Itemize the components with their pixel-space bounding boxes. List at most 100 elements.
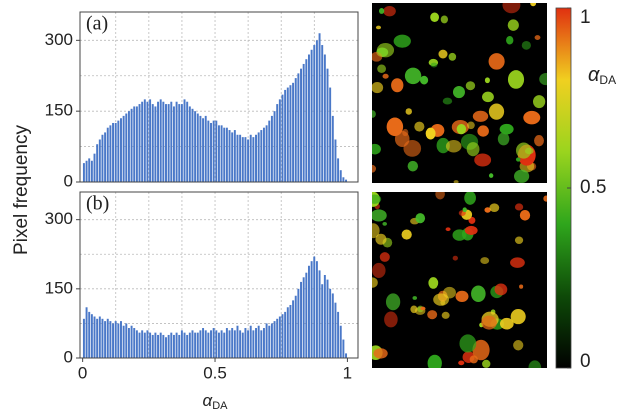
y-tick-label: 300 bbox=[45, 30, 73, 49]
cell bbox=[515, 157, 521, 162]
bar bbox=[183, 332, 186, 358]
x-label-subscript: DA bbox=[212, 400, 228, 412]
bar bbox=[194, 332, 197, 358]
bar bbox=[231, 132, 234, 182]
bar bbox=[318, 270, 321, 358]
bar bbox=[326, 279, 329, 358]
cell bbox=[533, 95, 546, 109]
bar bbox=[98, 316, 101, 358]
bar bbox=[178, 104, 181, 182]
colorbar-tick-label: 1 bbox=[580, 7, 591, 28]
bar bbox=[339, 170, 342, 182]
bar bbox=[122, 115, 125, 182]
bar bbox=[223, 332, 226, 358]
bar bbox=[339, 325, 342, 358]
bar bbox=[162, 101, 165, 182]
bar bbox=[334, 139, 337, 182]
bar bbox=[257, 132, 260, 182]
x-tick-label: 1 bbox=[343, 363, 352, 382]
bar bbox=[225, 127, 228, 182]
cell bbox=[375, 25, 382, 30]
bar bbox=[329, 87, 332, 182]
bar bbox=[82, 318, 85, 358]
bar bbox=[233, 130, 236, 182]
cell bbox=[379, 252, 390, 262]
cell bbox=[489, 203, 500, 212]
bar bbox=[101, 318, 104, 358]
bar bbox=[204, 115, 207, 182]
colorbar-label-symbol: α bbox=[588, 64, 600, 86]
cell bbox=[375, 233, 387, 245]
bar bbox=[130, 325, 133, 358]
cell bbox=[515, 142, 532, 159]
bar bbox=[260, 330, 263, 358]
colorbar-label-subscript: DA bbox=[599, 73, 616, 87]
bar bbox=[276, 318, 279, 358]
bar bbox=[143, 99, 146, 182]
bar bbox=[265, 125, 268, 182]
bar bbox=[289, 304, 292, 358]
bar bbox=[143, 332, 146, 358]
bar bbox=[307, 54, 310, 182]
bar bbox=[104, 321, 107, 358]
cell bbox=[494, 283, 508, 296]
cell bbox=[523, 110, 541, 125]
bar bbox=[305, 272, 308, 358]
cell bbox=[467, 121, 475, 130]
bar bbox=[302, 277, 305, 358]
cell bbox=[453, 180, 459, 183]
bar bbox=[120, 118, 122, 182]
bar bbox=[175, 101, 178, 182]
bar bbox=[231, 328, 234, 358]
cell bbox=[465, 81, 476, 91]
bar bbox=[270, 323, 273, 358]
bar bbox=[114, 321, 117, 358]
bar bbox=[138, 332, 141, 358]
bar bbox=[88, 311, 91, 358]
bar bbox=[217, 332, 220, 358]
bar bbox=[172, 106, 175, 182]
bar bbox=[138, 104, 141, 182]
bar bbox=[313, 45, 316, 182]
cell bbox=[507, 19, 519, 31]
cell bbox=[502, 3, 521, 14]
bar bbox=[292, 300, 295, 358]
cell bbox=[488, 103, 505, 120]
y-tick-label: 0 bbox=[64, 171, 73, 190]
bar bbox=[217, 125, 220, 182]
cell bbox=[455, 290, 469, 303]
bar bbox=[236, 134, 239, 182]
cell bbox=[428, 277, 439, 289]
bar bbox=[334, 302, 337, 358]
bar bbox=[233, 330, 236, 358]
bar bbox=[220, 330, 223, 358]
bar bbox=[331, 115, 334, 182]
bar bbox=[117, 120, 120, 182]
cell bbox=[372, 164, 377, 173]
cell bbox=[484, 207, 491, 213]
bar bbox=[337, 158, 340, 182]
x-tick-label: 0 bbox=[78, 363, 87, 382]
cell bbox=[482, 91, 494, 103]
bar bbox=[268, 120, 271, 182]
cell bbox=[372, 143, 381, 155]
y-axis-label: Pixel frequency bbox=[11, 125, 32, 255]
bar bbox=[300, 281, 302, 358]
cell bbox=[376, 42, 395, 58]
bar bbox=[313, 256, 316, 358]
bar bbox=[247, 139, 250, 182]
bar bbox=[93, 316, 96, 358]
bar bbox=[170, 332, 173, 358]
bar bbox=[109, 125, 112, 182]
cell bbox=[412, 296, 417, 300]
x-tick-label: 0.5 bbox=[203, 363, 227, 382]
cell bbox=[514, 169, 530, 183]
cell bbox=[442, 97, 453, 105]
bar bbox=[141, 330, 144, 358]
cell bbox=[521, 40, 531, 50]
cell bbox=[513, 340, 524, 351]
bar bbox=[133, 328, 136, 358]
cell bbox=[438, 49, 448, 59]
cell bbox=[459, 334, 477, 353]
colorbar-tick-label: 0 bbox=[580, 351, 591, 372]
